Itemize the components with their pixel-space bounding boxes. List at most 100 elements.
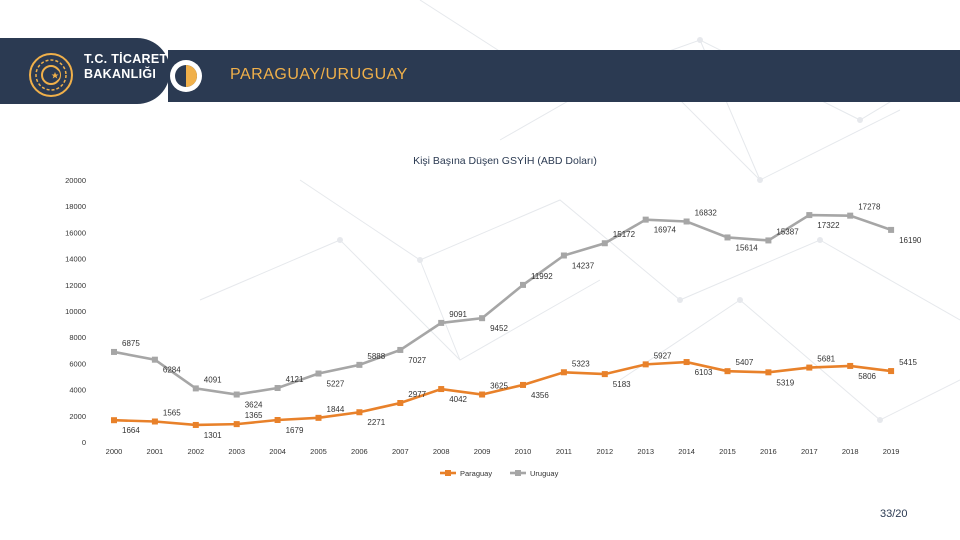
- x-tick-label: 2001: [147, 447, 164, 456]
- data-point-uruguay: [438, 319, 445, 326]
- data-point-uruguay: [520, 281, 526, 288]
- header-title-strip: [168, 50, 960, 102]
- y-tick-label: 12000: [65, 281, 86, 290]
- data-point-paraguay: [683, 359, 690, 366]
- x-tick-label: 2010: [515, 447, 532, 456]
- data-label-uruguay: 7027: [408, 356, 426, 365]
- y-tick-label: 6000: [69, 359, 86, 368]
- data-label-uruguay: 11992: [531, 272, 553, 281]
- data-label-uruguay: 16832: [695, 209, 718, 218]
- data-label-paraguay: 2271: [367, 418, 385, 427]
- data-point-paraguay: [397, 400, 404, 407]
- data-point-paraguay: [438, 386, 445, 393]
- data-label-paraguay: 4042: [449, 395, 467, 404]
- x-tick-label: 2012: [596, 447, 613, 456]
- data-label-uruguay: 14237: [572, 261, 595, 270]
- legend-marker: [515, 470, 521, 476]
- legend-label: Paraguay: [460, 469, 492, 478]
- data-point-paraguay: [888, 368, 895, 375]
- data-point-paraguay: [192, 421, 199, 428]
- data-label-uruguay: 9091: [449, 310, 467, 319]
- chart-canvas: Kişi Başına Düşen GSYİH (ABD Doları) 0 200…: [65, 154, 922, 478]
- data-point-uruguay: [233, 391, 240, 398]
- data-label-paraguay: 1565: [163, 408, 181, 417]
- data-label-paraguay: 5319: [776, 378, 794, 387]
- data-point-uruguay: [111, 348, 117, 355]
- x-tick-label: 2017: [801, 447, 818, 456]
- data-label-paraguay: 5407: [736, 358, 754, 367]
- data-point-paraguay: [560, 369, 567, 376]
- y-tick-label: 16000: [65, 228, 86, 237]
- data-point-uruguay: [847, 212, 854, 219]
- y-tick-label: 0: [82, 438, 86, 447]
- x-tick-label: 2007: [392, 447, 409, 456]
- data-label-paraguay: 1844: [327, 405, 345, 414]
- data-label-uruguay: 15172: [613, 230, 636, 239]
- y-tick-label: 10000: [65, 307, 86, 316]
- data-point-paraguay: [151, 418, 158, 425]
- data-point-uruguay: [888, 226, 895, 233]
- data-label-paraguay: 2977: [408, 390, 426, 399]
- chart-title: Kişi Başına Düşen GSYİH (ABD Doları): [413, 154, 597, 167]
- x-tick-label: 2005: [310, 447, 327, 456]
- data-point-uruguay: [724, 234, 731, 241]
- brand-text: T.C. TİCARET BAKANLIĞI: [84, 52, 167, 82]
- y-tick-label: 20000: [65, 176, 86, 185]
- brand-line1: T.C. TİCARET: [84, 52, 168, 66]
- legend-marker: [445, 470, 451, 476]
- data-point-paraguay: [233, 421, 240, 428]
- data-label-paraguay: 5183: [613, 380, 631, 389]
- header-brand-block: [0, 38, 170, 104]
- data-point-uruguay: [806, 212, 813, 219]
- data-point-uruguay: [642, 216, 649, 223]
- x-tick-label: 2014: [678, 447, 695, 456]
- data-label-uruguay: 15614: [736, 243, 759, 252]
- data-label-uruguay: 16974: [654, 226, 677, 235]
- x-tick-label: 2018: [842, 447, 859, 456]
- data-point-paraguay: [642, 361, 649, 368]
- title-half-circle-icon: [170, 60, 202, 92]
- x-tick-label: 2015: [719, 447, 736, 456]
- header-bar: T.C. TİCARET BAKANLIĞI PARAGUAY/URUGUAY: [0, 38, 960, 104]
- data-label-paraguay: 5415: [899, 358, 917, 367]
- data-point-uruguay: [397, 346, 404, 353]
- data-point-paraguay: [520, 381, 526, 388]
- data-label-uruguay: 16190: [899, 236, 922, 245]
- data-point-paraguay: [356, 409, 363, 416]
- data-point-uruguay: [356, 361, 363, 368]
- data-label-paraguay: 1365: [245, 411, 263, 420]
- legend-label: Uruguay: [530, 469, 559, 478]
- ministry-logo-icon: [29, 53, 73, 97]
- data-label-uruguay: 9452: [490, 324, 508, 333]
- data-point-uruguay: [151, 356, 158, 363]
- x-tick-label: 2000: [106, 447, 123, 456]
- data-point-paraguay: [724, 368, 731, 375]
- x-tick-label: 2003: [228, 447, 245, 456]
- x-tick-label: 2008: [433, 447, 450, 456]
- data-label-paraguay: 1679: [286, 426, 304, 435]
- data-label-uruguay: 5888: [367, 352, 385, 361]
- data-label-uruguay: 5227: [327, 380, 345, 389]
- data-label-uruguay: 17322: [817, 221, 840, 230]
- data-label-paraguay: 4356: [531, 391, 549, 400]
- data-label-paraguay: 5323: [572, 359, 590, 368]
- x-tick-label: 2016: [760, 447, 777, 456]
- data-label-uruguay: 4121: [286, 375, 304, 384]
- y-tick-label: 8000: [69, 333, 86, 342]
- page-title: PARAGUAY/URUGUAY: [230, 66, 408, 83]
- data-label-paraguay: 1301: [204, 431, 222, 440]
- gdp-per-capita-chart: Kişi Başına Düşen GSYİH (ABD Doları) 0 200…: [0, 145, 960, 495]
- data-label-uruguay: 15387: [776, 227, 799, 236]
- data-label-paraguay: 6103: [695, 368, 713, 377]
- data-label-paraguay: 5681: [817, 355, 835, 364]
- data-label-uruguay: 6284: [163, 366, 181, 375]
- data-point-paraguay: [806, 364, 813, 371]
- data-label-uruguay: 3624: [245, 401, 263, 410]
- y-tick-label: 2000: [69, 412, 86, 421]
- data-point-uruguay: [274, 385, 281, 392]
- data-point-paraguay: [111, 417, 117, 424]
- data-point-uruguay: [315, 370, 322, 377]
- data-point-uruguay: [765, 237, 772, 244]
- x-tick-label: 2006: [351, 447, 368, 456]
- data-label-uruguay: 4091: [204, 375, 222, 384]
